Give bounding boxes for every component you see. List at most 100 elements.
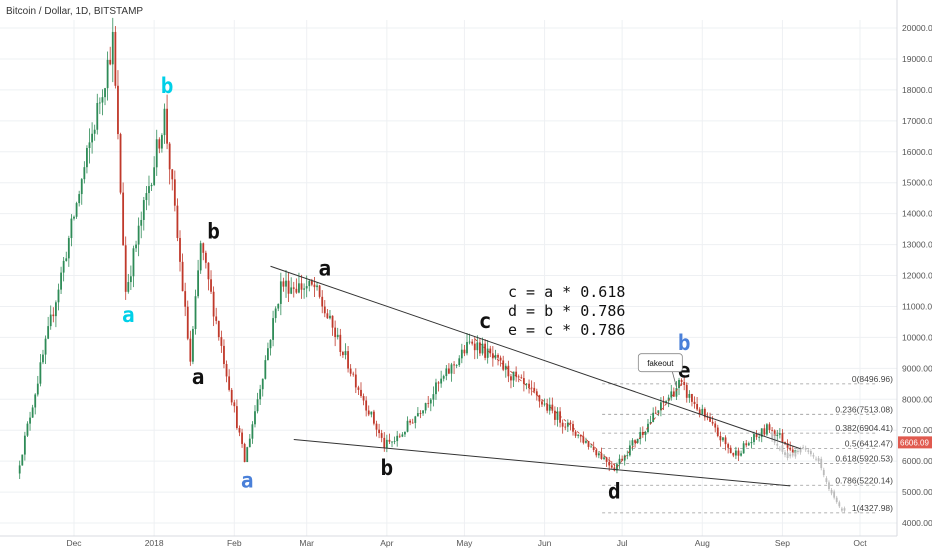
candle-body [548,404,551,411]
candle-body [380,433,383,438]
candle-body [616,464,618,471]
candle-body [243,443,246,463]
candle-body [463,349,466,354]
candle-body [706,417,709,419]
candle-body [623,455,626,461]
candle-body [65,258,68,261]
candle-body [657,410,660,413]
candle-body [254,411,256,425]
candle-body [784,441,786,444]
candle-body [758,436,761,438]
projection-body [789,454,792,457]
projection-body [820,458,823,469]
candle-body [740,453,742,456]
candle-body [494,354,497,359]
candle-body [667,397,670,402]
candle-body [179,237,181,262]
candle-body [497,354,499,358]
wave-label: a [318,257,331,281]
candle-body [225,364,228,377]
candle-body [292,287,295,289]
candle-body [698,409,701,414]
wave-label: a [241,468,254,492]
candle-body [551,404,554,411]
projection-body [822,469,825,476]
candle-body [453,364,455,366]
candle-body [132,248,135,277]
candle-body [202,243,205,253]
candle-body [481,343,484,354]
candle-body [626,455,629,457]
x-tick-label: Jun [538,538,552,548]
candle-body [489,348,492,354]
candle-body [471,341,474,344]
x-tick-label: Mar [299,538,314,548]
projection-body [809,451,812,455]
candle-body [688,393,691,398]
candle-body [528,383,530,388]
candles [18,17,797,480]
candle-body [429,399,432,404]
candle-body [109,59,112,65]
candle-body [621,458,624,461]
candle-body [158,139,161,149]
candle-body [49,314,52,327]
candle-body [652,412,655,422]
y-tick-label: 14000.00 [902,209,932,219]
candle-body [223,345,225,365]
y-tick-label: 18000.00 [902,85,932,95]
candle-body [137,225,140,245]
candle-body [217,320,220,338]
candle-body [150,184,153,187]
candle-body [378,429,380,434]
candle-body [533,387,536,392]
projection-body [771,434,773,440]
candle-body [78,194,81,204]
candle-body [269,339,272,349]
candle-body [559,411,561,423]
candle-body [554,410,556,420]
candle-body [336,334,339,338]
candle-body [634,440,636,443]
candle-body [267,348,269,361]
candle-body [246,447,249,463]
candle-body [129,276,132,283]
candle-body [300,283,303,290]
candle-body [605,457,608,462]
y-tick-label: 13000.00 [902,240,932,250]
y-tick-label: 7000.00 [902,425,932,435]
candle-body [422,410,424,414]
candle-body [701,408,704,414]
candle-body [122,192,125,246]
candle-body [44,338,47,355]
candle-body [321,296,324,307]
candle-body [592,446,595,450]
candle-body [649,421,652,424]
candle-body [709,417,711,422]
candle-body [432,394,435,400]
candle-body [486,348,489,358]
candle-body [331,315,334,328]
candle-body [388,439,391,442]
candle-body [476,342,479,351]
candle-body [742,443,745,454]
candle-body [719,435,722,441]
candle-body [54,302,57,317]
candle-body [450,364,453,374]
candle-body [114,31,117,86]
fib-level-label: 0.5(6412.47) [845,438,893,448]
candle-body [574,431,577,436]
candle-body [510,376,512,381]
candle-body [23,435,26,455]
candle-body [60,272,62,290]
candle-body [504,365,507,370]
candle-body [251,424,254,439]
candle-body [424,403,427,411]
candle-body [272,318,274,340]
fib-level-label: 1(4327.98) [852,503,893,513]
projection-body [799,449,802,453]
candle-body [166,108,168,144]
candle-body [722,437,724,441]
candle-body [566,422,569,427]
candle-body [512,371,515,381]
